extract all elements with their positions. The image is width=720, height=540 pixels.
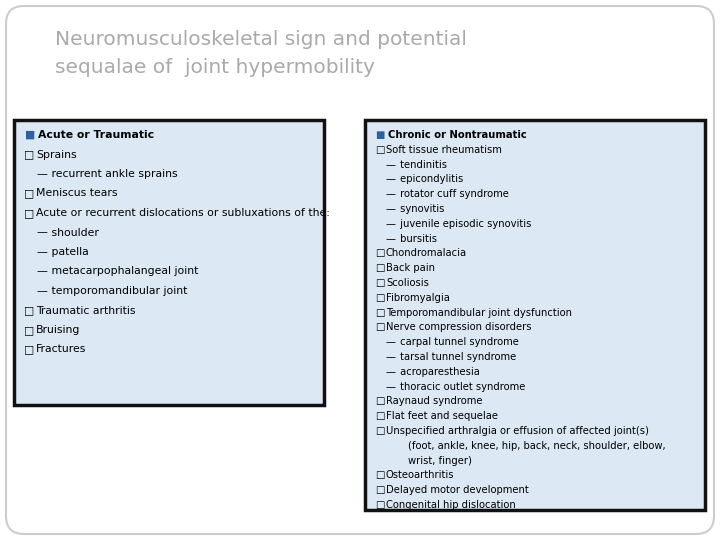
Text: —: — xyxy=(386,337,396,347)
Text: Congenital hip dislocation: Congenital hip dislocation xyxy=(386,500,516,510)
Text: —: — xyxy=(386,189,396,199)
Text: Soft tissue rheumatism: Soft tissue rheumatism xyxy=(386,145,502,155)
Text: (foot, ankle, knee, hip, back, neck, shoulder, elbow,: (foot, ankle, knee, hip, back, neck, sho… xyxy=(408,441,665,451)
Text: Acute or recurrent dislocations or subluxations of the:: Acute or recurrent dislocations or sublu… xyxy=(36,208,330,218)
Text: tarsal tunnel syndrome: tarsal tunnel syndrome xyxy=(397,352,516,362)
Text: ■: ■ xyxy=(24,130,35,140)
Text: Fractures: Fractures xyxy=(36,345,86,354)
FancyBboxPatch shape xyxy=(365,120,705,510)
Text: —: — xyxy=(36,169,47,179)
Text: metacarpophalangeal joint: metacarpophalangeal joint xyxy=(48,267,199,276)
Text: Chondromalacia: Chondromalacia xyxy=(386,248,467,259)
Text: —: — xyxy=(386,352,396,362)
Text: —: — xyxy=(386,234,396,244)
Text: □: □ xyxy=(375,396,384,407)
Text: Bruising: Bruising xyxy=(36,325,81,335)
Text: epicondylitis: epicondylitis xyxy=(397,174,463,184)
Text: —: — xyxy=(386,382,396,392)
Text: □: □ xyxy=(24,150,35,159)
Text: Scoliosis: Scoliosis xyxy=(386,278,429,288)
Text: —: — xyxy=(36,267,47,276)
Text: □: □ xyxy=(375,485,384,495)
FancyBboxPatch shape xyxy=(14,120,324,405)
Text: Osteoarthritis: Osteoarthritis xyxy=(386,470,454,481)
Text: □: □ xyxy=(375,293,384,303)
Text: □: □ xyxy=(375,278,384,288)
Text: Delayed motor development: Delayed motor development xyxy=(386,485,528,495)
Text: □: □ xyxy=(375,500,384,510)
Text: □: □ xyxy=(24,208,35,218)
Text: □: □ xyxy=(375,263,384,273)
Text: shoulder: shoulder xyxy=(48,227,99,238)
Text: Sprains: Sprains xyxy=(36,150,76,159)
Text: Fibromyalgia: Fibromyalgia xyxy=(386,293,450,303)
Text: —: — xyxy=(36,247,47,257)
Text: carpal tunnel syndrome: carpal tunnel syndrome xyxy=(397,337,519,347)
Text: —: — xyxy=(386,160,396,170)
Text: Back pain: Back pain xyxy=(386,263,435,273)
Text: Unspecified arthralgia or effusion of affected joint(s): Unspecified arthralgia or effusion of af… xyxy=(386,426,649,436)
Text: bursitis: bursitis xyxy=(397,234,437,244)
Text: —: — xyxy=(36,286,47,296)
Text: temporomandibular joint: temporomandibular joint xyxy=(48,286,187,296)
Text: □: □ xyxy=(24,325,35,335)
Text: —: — xyxy=(386,204,396,214)
Text: synovitis: synovitis xyxy=(397,204,444,214)
Text: acroparesthesia: acroparesthesia xyxy=(397,367,480,377)
Text: Nerve compression disorders: Nerve compression disorders xyxy=(386,322,531,333)
Text: □: □ xyxy=(375,248,384,259)
Text: □: □ xyxy=(375,470,384,481)
Text: Raynaud syndrome: Raynaud syndrome xyxy=(386,396,482,407)
Text: Traumatic arthritis: Traumatic arthritis xyxy=(36,306,135,315)
Text: sequalae of  joint hypermobility: sequalae of joint hypermobility xyxy=(55,58,375,77)
Text: ■: ■ xyxy=(375,130,384,140)
Text: Neuromusculoskeletal sign and potential: Neuromusculoskeletal sign and potential xyxy=(55,30,467,49)
Text: —: — xyxy=(386,174,396,184)
Text: —: — xyxy=(36,227,47,238)
Text: —: — xyxy=(386,367,396,377)
Text: □: □ xyxy=(375,308,384,318)
Text: □: □ xyxy=(24,188,35,199)
Text: Chronic or Nontraumatic: Chronic or Nontraumatic xyxy=(388,130,527,140)
Text: —: — xyxy=(386,219,396,229)
Text: Temporomandibular joint dysfunction: Temporomandibular joint dysfunction xyxy=(386,308,572,318)
Text: juvenile episodic synovitis: juvenile episodic synovitis xyxy=(397,219,531,229)
Text: wrist, finger): wrist, finger) xyxy=(408,456,472,465)
Text: □: □ xyxy=(375,322,384,333)
Text: patella: patella xyxy=(48,247,89,257)
Text: Acute or Traumatic: Acute or Traumatic xyxy=(38,130,154,140)
Text: □: □ xyxy=(375,426,384,436)
Text: □: □ xyxy=(375,145,384,155)
Text: Meniscus tears: Meniscus tears xyxy=(36,188,117,199)
Text: tendinitis: tendinitis xyxy=(397,160,447,170)
Text: □: □ xyxy=(375,411,384,421)
Text: □: □ xyxy=(24,345,35,354)
Text: rotator cuff syndrome: rotator cuff syndrome xyxy=(397,189,509,199)
Text: □: □ xyxy=(24,306,35,315)
Text: thoracic outlet syndrome: thoracic outlet syndrome xyxy=(397,382,526,392)
Text: recurrent ankle sprains: recurrent ankle sprains xyxy=(48,169,178,179)
Text: Flat feet and sequelae: Flat feet and sequelae xyxy=(386,411,498,421)
FancyBboxPatch shape xyxy=(6,6,714,534)
